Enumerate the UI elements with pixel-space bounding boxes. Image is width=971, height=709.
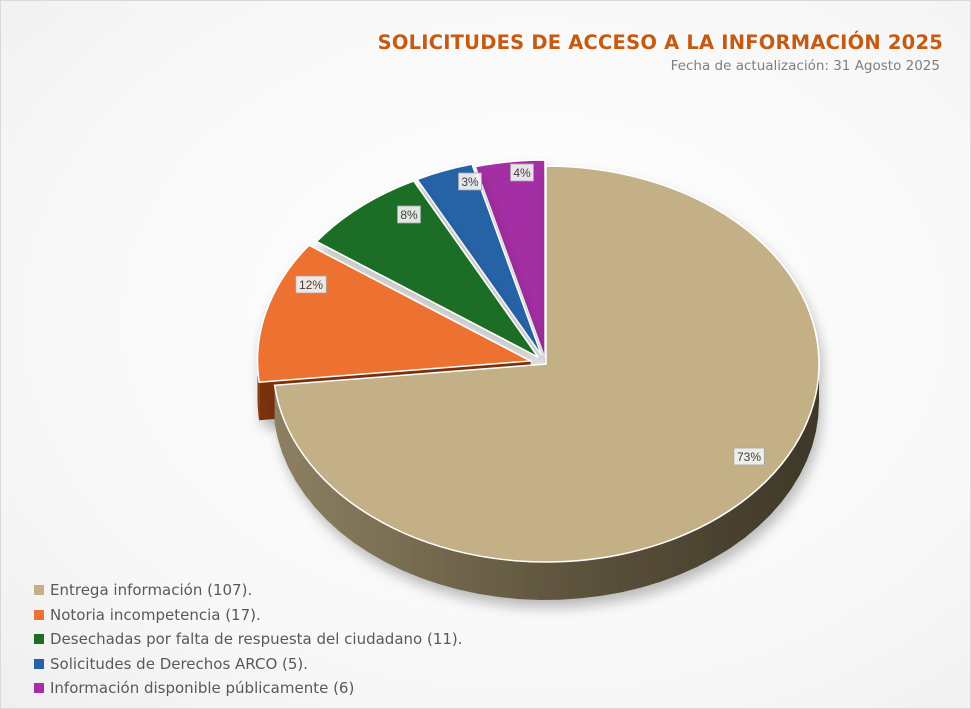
data-label-text: 73% (737, 450, 761, 464)
chart-legend: Entrega información (107). Notoria incomp… (34, 578, 463, 701)
legend-item: Notoria incompetencia (17). (34, 603, 463, 628)
legend-swatch (34, 585, 44, 596)
pie-slice (273, 165, 820, 600)
pie-slice (416, 163, 543, 357)
legend-item: Desechadas por falta de respuesta del ci… (34, 627, 463, 652)
legend-label: Entrega información (107). (50, 581, 253, 600)
data-label: 3% (458, 172, 482, 191)
legend-label: Desechadas por falta de respuesta del ci… (50, 630, 463, 649)
legend-label: Información disponible públicamente (6) (50, 679, 355, 698)
legend-swatch (34, 683, 44, 694)
pie-slice-top (273, 165, 820, 563)
data-label-text: 3% (461, 175, 479, 189)
data-label-text: 4% (513, 166, 531, 180)
data-label-text: 8% (400, 208, 418, 222)
legend-swatch (34, 658, 44, 669)
pie-slice (474, 159, 546, 359)
data-label: 8% (397, 205, 421, 224)
legend-item: Información disponible públicamente (6) (34, 676, 463, 701)
pie-slice-top (416, 163, 543, 357)
data-label: 73% (733, 447, 765, 466)
data-label-text: 12% (299, 278, 323, 292)
chart-subtitle: Fecha de actualización: 31 Agosto 2025 (670, 58, 940, 74)
legend-swatch (34, 634, 44, 645)
legend-label: Notoria incompetencia (17). (50, 605, 261, 624)
data-label: 12% (295, 275, 327, 294)
legend-label: Solicitudes de Derechos ARCO (5). (50, 654, 309, 673)
legend-item: Solicitudes de Derechos ARCO (5). (34, 652, 463, 677)
pie-slice-top (315, 179, 539, 358)
data-label: 4% (510, 163, 534, 182)
legend-item: Entrega información (107). (34, 578, 463, 603)
legend-swatch (34, 609, 44, 620)
pie-slice-top (474, 159, 546, 359)
chart-title: SOLICITUDES DE ACCESO A LA INFORMACIÓN 2… (377, 31, 943, 54)
pie-slice (315, 179, 539, 358)
pie-slice-side (274, 364, 820, 600)
